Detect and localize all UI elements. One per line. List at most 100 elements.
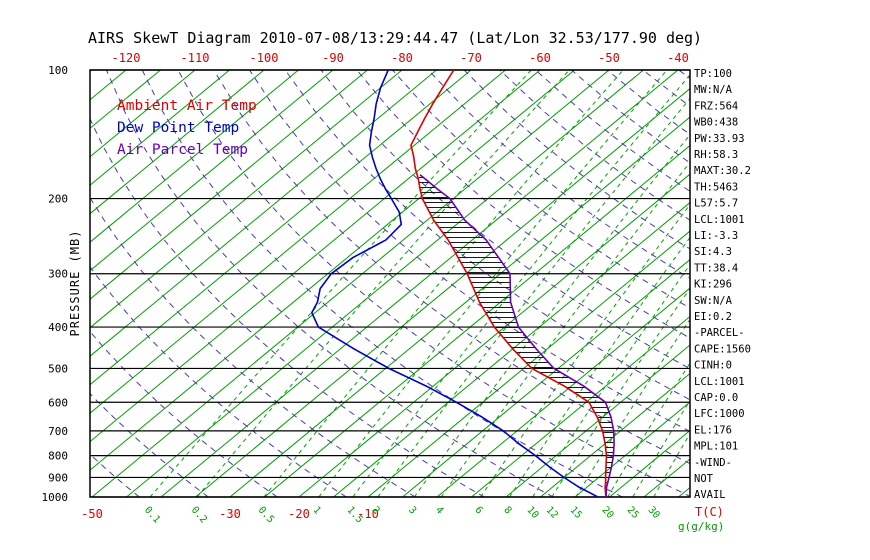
axis-and-stat-labels: -120 -110 -100 -90 -80 -70 -60 -50 -40 -50 -30 -20 -… (42, 51, 751, 525)
stat-line: LCL:1001 (694, 214, 745, 226)
pressure-tick-label: 900 (48, 472, 68, 485)
dry-adiabat-lines (90, 70, 690, 497)
stat-line: CAP:0.0 (694, 392, 738, 404)
dry-adiabat-line (320, 70, 690, 370)
stat-line: -PARCEL- (694, 327, 745, 339)
bottom-temp-tick-label: -10 (357, 507, 379, 521)
mixing-ratio-tick-label: 0.1 (142, 505, 162, 526)
isotherm-line (471, 315, 690, 497)
mixing-ratio-line (551, 287, 690, 497)
bottom-temp-tick-label: -50 (81, 507, 103, 521)
pressure-tick-label: 1000 (42, 491, 69, 504)
pressure-tick-label: 400 (48, 321, 68, 334)
dry-adiabat-line (90, 330, 278, 497)
legend-item-label: Dew Point Temp (117, 120, 239, 136)
mixing-ratio-line (509, 236, 690, 497)
mixing-ratio-line (653, 432, 690, 497)
dry-adiabat-line (284, 70, 690, 401)
dry-adiabat-line (90, 392, 209, 497)
air-parcel-temp-curve (419, 174, 615, 497)
top-temp-tick-label: -50 (598, 51, 620, 65)
stat-line: AVAIL (694, 489, 726, 501)
mixing-ratio-tick-label: 6 (472, 505, 484, 517)
mixing-ratio-tick-label: 0.5 (256, 505, 276, 526)
mixing-ratio-tick-label: 1 (311, 505, 323, 517)
stat-line: LI:-3.3 (694, 230, 738, 242)
isotherm-line (90, 70, 403, 329)
mixing-ratio-tick-label: 8 (501, 505, 513, 517)
temp-unit-label: T(C) (695, 505, 724, 519)
dry-adiabat-line (356, 70, 690, 339)
dew-point-temp-curve (310, 70, 599, 497)
pressure-tick-label: 800 (48, 450, 68, 463)
isotherm-line (264, 144, 690, 497)
isotherm-line (367, 230, 690, 497)
mixing-ratio-line (575, 318, 690, 497)
mixing-ratio-line (632, 399, 690, 497)
dry-adiabat-line (141, 70, 623, 497)
ambient-air-temp-curve (410, 70, 608, 497)
mixing-ratio-tick-label: 3 (406, 505, 418, 517)
top-temp-tick-label: -120 (112, 51, 141, 65)
isotherm-line (90, 70, 437, 357)
mixing-ratio-line (263, 70, 624, 497)
mixing-ratio-line (413, 133, 690, 497)
top-temp-tick-label: -90 (322, 51, 344, 65)
stat-line: MAXT:30.2 (694, 165, 751, 177)
top-temp-tick-label: -40 (667, 51, 689, 65)
mixing-ratio-line (377, 97, 690, 497)
isotherm-line (90, 70, 230, 186)
dry-adiabat-line (463, 70, 690, 250)
stat-line: MW:N/A (694, 84, 733, 96)
stat-line: EI:0.2 (694, 311, 732, 323)
mixing-ratio-line (196, 70, 570, 497)
stat-line: PW:33.93 (694, 133, 745, 145)
cape-hatch-area (418, 174, 615, 497)
dry-adiabat-line (90, 265, 347, 497)
dry-adiabat-line (213, 70, 690, 465)
isotherm-line (90, 70, 299, 243)
mixing-ratio-tick-label: 2 (370, 505, 382, 517)
isotherm-line (90, 70, 265, 215)
isotherm-lines (90, 70, 690, 497)
mixing-ratio-tick-label: 15 (568, 505, 584, 521)
bottom-temp-tick-label: -20 (288, 507, 310, 521)
mixing-ratio-tick-label: 10 (524, 505, 540, 521)
pressure-tick-label: 500 (48, 363, 68, 376)
mixing-ratio-tick-label: 12 (544, 505, 560, 521)
stat-line: CAPE:1560 (694, 343, 751, 355)
stat-line: NOT (694, 473, 714, 485)
dry-adiabat-line (249, 70, 690, 432)
isotherm-line (540, 372, 690, 497)
pressure-tick-label: 700 (48, 425, 68, 438)
dry-adiabat-line (427, 70, 690, 279)
stat-line: -WIND- (694, 457, 732, 469)
isotherm-line (90, 70, 575, 471)
dry-adiabat-line (177, 70, 690, 497)
stat-line: L57:5.7 (694, 198, 738, 210)
plot-frame (89, 69, 691, 498)
bottom-temp-tick-label: -30 (219, 507, 241, 521)
mixing-ratio-tick-label: 20 (599, 505, 615, 521)
isotherm-line (160, 70, 679, 497)
stat-line: TH:5463 (694, 181, 738, 193)
stat-line: SI:4.3 (694, 246, 732, 258)
mixing-ratio-tick-label: 25 (625, 505, 641, 521)
mixing-ratio-tick-label: 30 (645, 505, 661, 521)
top-temp-tick-label: -110 (181, 51, 210, 65)
stat-line: TT:38.4 (694, 262, 738, 274)
plot-background-grid (89, 69, 691, 498)
mixing-ratio-tick-label: 4 (433, 505, 445, 517)
stat-line: LFC:1000 (694, 408, 745, 420)
pressure-tick-label: 100 (48, 64, 68, 77)
dry-adiabat-line (90, 196, 416, 497)
stat-line: WB0:438 (694, 117, 738, 129)
pressure-tick-label: 200 (48, 193, 68, 206)
legend-item-label: Ambient Air Temp (117, 98, 257, 114)
stat-line: RH:58.3 (694, 149, 738, 161)
mixratio-unit-label: g(g/kg) (678, 520, 724, 533)
isotherm-line (195, 87, 690, 497)
top-temp-tick-label: -80 (391, 51, 413, 65)
top-temp-tick-label: -70 (460, 51, 482, 65)
chart-title: AIRS SkewT Diagram 2010-07-08/13:29:44.4… (88, 29, 702, 47)
